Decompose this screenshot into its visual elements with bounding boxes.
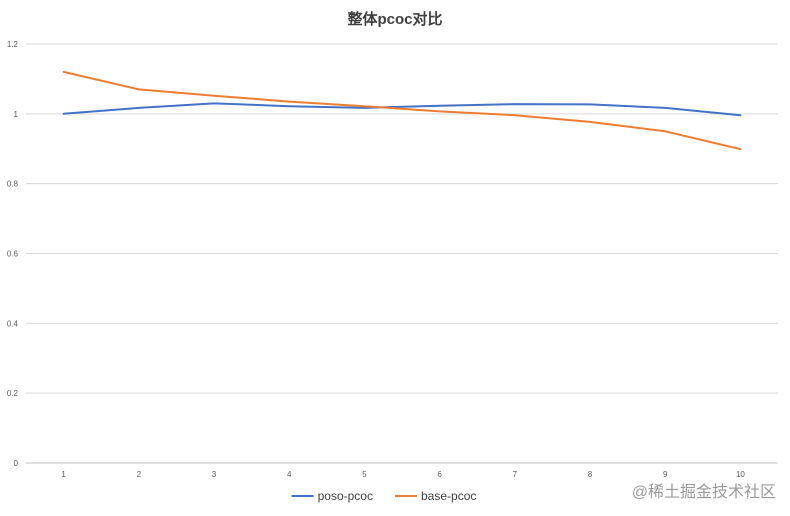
x-tick-label: 2 [137, 470, 142, 479]
watermark-text: @稀土掘金技术社区 [632, 483, 776, 501]
legend-label-poso-pcoc: poso-pcoc [318, 489, 373, 503]
x-tick-label: 5 [362, 470, 367, 479]
series-line-poso-pcoc [62, 102, 742, 117]
x-tick-label: 4 [287, 470, 292, 479]
x-tick-label: 7 [513, 470, 518, 479]
y-tick-label: 0.6 [7, 250, 19, 259]
x-tick-label: 6 [437, 470, 442, 479]
series-line-base-pcoc [62, 70, 742, 151]
series-lines [62, 70, 742, 151]
axis-labels: 0 0.2 0.4 0.6 0.8 1 1.2 1 2 3 4 5 6 7 8 9 10 [7, 40, 746, 479]
x-tick-label: 10 [736, 470, 745, 479]
x-tick-label: 8 [588, 470, 593, 479]
y-tick-label: 0.4 [7, 319, 19, 328]
x-tick-label: 3 [212, 470, 217, 479]
gridlines [26, 43, 778, 464]
y-tick-label: 1 [14, 110, 19, 119]
y-tick-label: 0.2 [7, 389, 19, 398]
y-tick-label: 1.2 [7, 40, 19, 49]
legend: poso-pcoc base-pcoc [291, 489, 476, 503]
y-tick-label: 0.8 [7, 180, 19, 189]
chart-title: 整体pcoc对比 [347, 10, 442, 28]
x-tick-label: 1 [61, 470, 66, 479]
legend-label-base-pcoc: base-pcoc [421, 489, 476, 503]
y-tick-label: 0 [14, 459, 19, 468]
x-tick-label: 9 [663, 470, 668, 479]
